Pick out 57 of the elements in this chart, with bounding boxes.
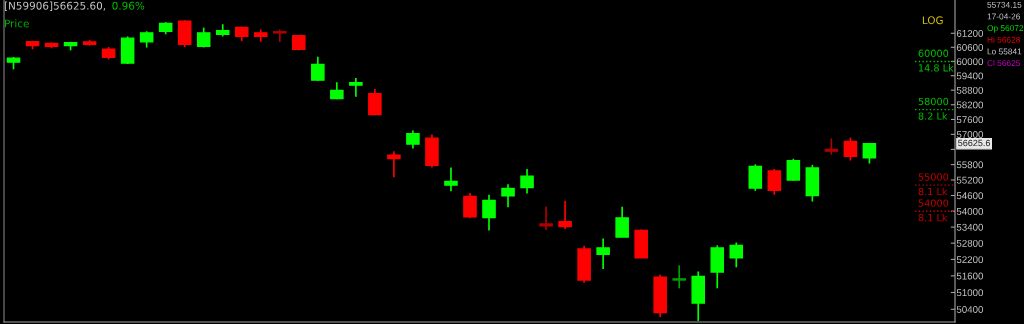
candlestick [349, 77, 363, 98]
candlestick [501, 183, 515, 208]
y-tick-label: 54600 [956, 192, 984, 200]
candlestick [406, 129, 420, 150]
annotation: Price [5, 19, 29, 28]
candlestick [862, 142, 877, 165]
chart-title: [N59906]56625.60, [4, 1, 106, 11]
candlestick [482, 193, 496, 232]
y-tick-label: 53400 [956, 223, 984, 231]
y-tick-label: 50400 [956, 306, 984, 313]
candlestick [615, 205, 629, 238]
y-tick-label: 54000 [956, 207, 984, 215]
candlestick [444, 166, 458, 193]
y-tick-label: 58800 [956, 86, 984, 94]
candlestick [558, 200, 572, 230]
candlestick [748, 163, 763, 192]
ref-line-label: 58000 8.2 Lk [918, 97, 949, 120]
y-tick-label: 55800 [956, 161, 984, 169]
y-tick-label: 59400 [956, 72, 984, 80]
candlestick [368, 88, 382, 117]
y-tick-label: 58200 [956, 101, 984, 109]
text: Op 56072 [987, 25, 1024, 33]
candlestick [596, 237, 610, 270]
candlestick [520, 168, 534, 195]
candlestick [672, 264, 686, 290]
ref-line-label: 55000 8.1 Lk [918, 173, 949, 196]
candlestick [539, 205, 553, 231]
y-tick-label: 60000 [956, 58, 984, 66]
y-tick-label: 51000 [956, 289, 984, 297]
ref-line-label: 60000 14.8 Lk [918, 49, 954, 72]
candlestick [273, 28, 287, 43]
candlestick [177, 19, 192, 48]
text: Cl 56625 [987, 59, 1021, 67]
y-tick-label: 60600 [956, 44, 984, 51]
candlestick [786, 157, 801, 182]
candlestick [387, 150, 401, 178]
ref-line-label: 54000 8.1 Lk [918, 199, 949, 222]
annotation: LOG [922, 16, 943, 25]
y-tick-label: 52200 [956, 256, 984, 264]
y-tick-label: 61200 [956, 30, 984, 37]
candlestick [767, 168, 782, 196]
text: Hi 56628 [987, 36, 1020, 43]
y-tick-label: 55200 [956, 176, 984, 184]
candlestick [729, 241, 744, 269]
y-tick-label: 52800 [956, 239, 984, 247]
y-tick-label: 57000 [956, 131, 984, 138]
text: Lo 55841 [987, 48, 1022, 55]
chart-subtitle: 0.96% [112, 1, 145, 10]
candlestick [311, 55, 325, 82]
candlestick [463, 192, 477, 220]
text: 55734.15 [987, 1, 1022, 8]
candlestick [196, 26, 211, 49]
candlestick [843, 136, 858, 162]
y-tick-label: 57600 [956, 116, 984, 124]
text: 17-04-26 [987, 13, 1020, 20]
y-tick-label: 51600 [956, 272, 984, 280]
text: 56625.6 [958, 139, 991, 147]
